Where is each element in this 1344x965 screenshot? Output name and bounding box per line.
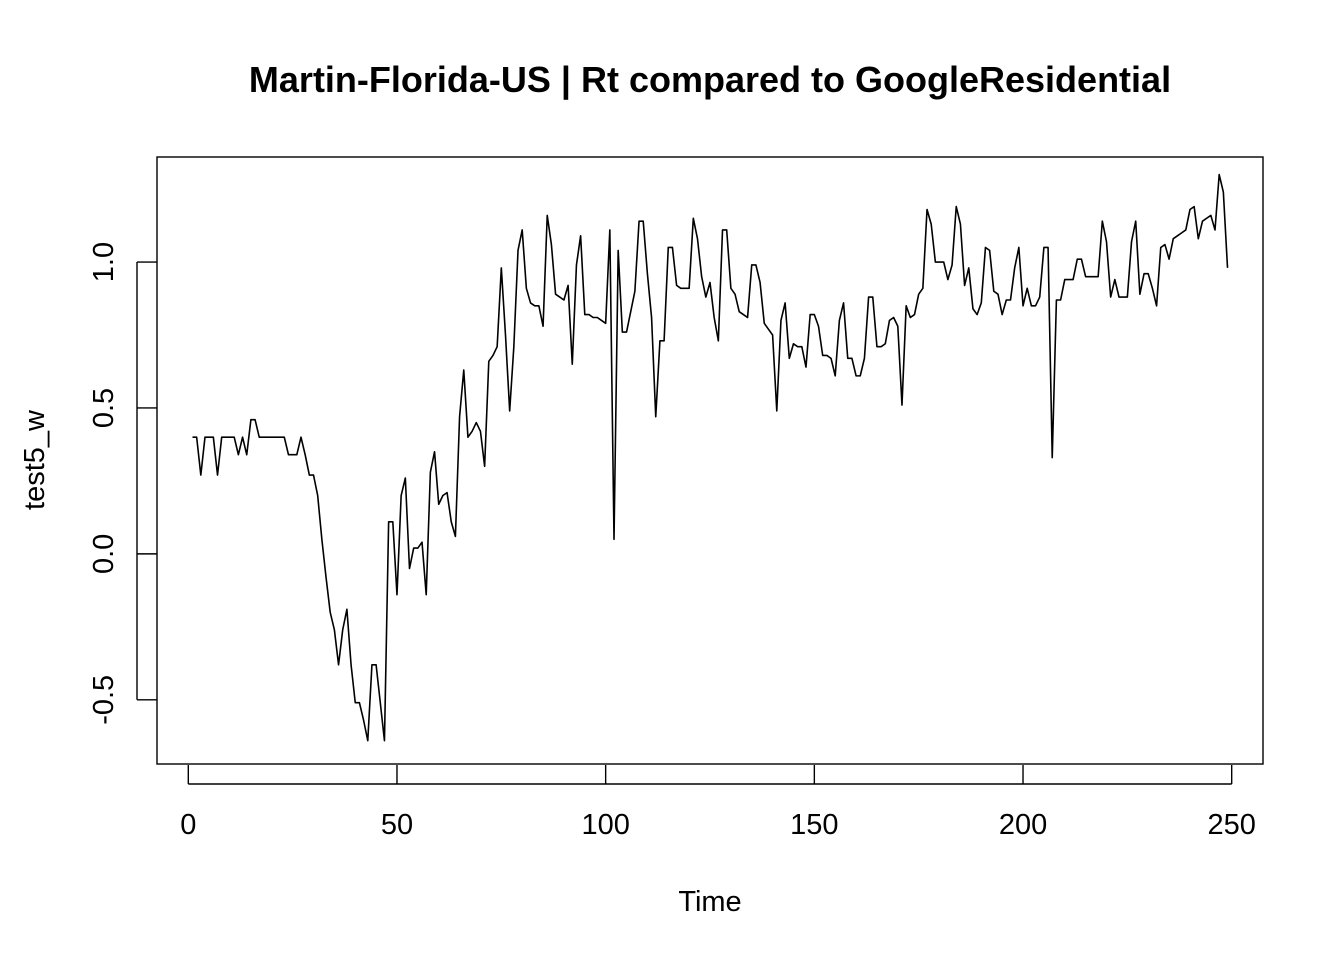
x-tick-label: 50 — [381, 809, 413, 841]
x-tick-label: 150 — [790, 809, 838, 841]
x-tick-label: 250 — [1208, 809, 1256, 841]
y-tick-label: 1.0 — [88, 242, 120, 282]
y-tick-label: 0.0 — [88, 534, 120, 574]
y-axis: -0.5 0.0 0.5 1.0 — [88, 242, 157, 725]
x-axis: 0 50 100 150 200 250 — [180, 765, 1256, 841]
chart-title: Martin-Florida-US | Rt compared to Googl… — [249, 59, 1171, 101]
x-tick-label: 200 — [999, 809, 1047, 841]
x-tick-label: 0 — [180, 809, 196, 841]
y-tick-label: 0.5 — [88, 388, 120, 428]
x-tick-label: 100 — [581, 809, 629, 841]
plot-frame — [156, 156, 1264, 765]
y-axis-label: test5_w — [19, 409, 51, 510]
series-line — [192, 173, 1229, 742]
x-axis-label: Time — [678, 886, 741, 918]
y-tick-label: -0.5 — [88, 675, 120, 725]
